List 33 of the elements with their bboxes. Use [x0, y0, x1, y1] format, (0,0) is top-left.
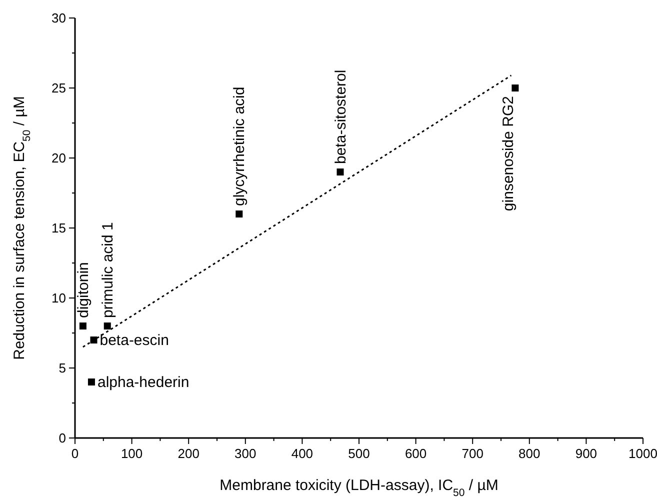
annotation: digitonin [74, 262, 92, 318]
annotation: beta-sitosterol [332, 70, 350, 164]
point [79, 322, 86, 330]
y-tick-label: 30 [52, 10, 66, 26]
annotation: alpha-hederin [97, 374, 190, 391]
x-tick-label: 1000 [628, 446, 657, 461]
annotation: beta-escin [100, 332, 169, 349]
x-tick-label: 200 [178, 446, 200, 461]
y-tick-label: 25 [52, 80, 66, 96]
point [88, 378, 95, 386]
point [90, 336, 98, 344]
x-tick-label: 800 [518, 446, 540, 461]
y-tick-label: 10 [52, 290, 66, 306]
x-tick-label: 600 [404, 446, 427, 461]
y-tick-label: 20 [52, 150, 66, 166]
annotation: glycyrrhetinic acid [231, 86, 248, 206]
x-tick-label: 900 [575, 446, 598, 461]
x-tick-label: 700 [462, 446, 484, 461]
point [104, 322, 111, 330]
point [512, 84, 519, 92]
y-tick-label: 15 [52, 220, 66, 236]
annotation: primulic acid 1 [99, 222, 116, 318]
y-tick-label: 5 [58, 360, 66, 376]
annotation: ginsenoside RG2 [500, 96, 518, 212]
x-tick-label: 400 [291, 446, 314, 461]
x-axis-title: Membrane toxicity (LDH-assay), IC$_{50}$ / µM [220, 477, 498, 499]
x-tick-label: 500 [348, 446, 370, 461]
y-tick-label: 0 [58, 430, 66, 446]
x-tick-label: 0 [71, 446, 79, 461]
x-tick-label: 300 [234, 446, 256, 461]
point [336, 168, 344, 176]
point [236, 210, 243, 218]
x-tick-label: 100 [120, 446, 143, 461]
